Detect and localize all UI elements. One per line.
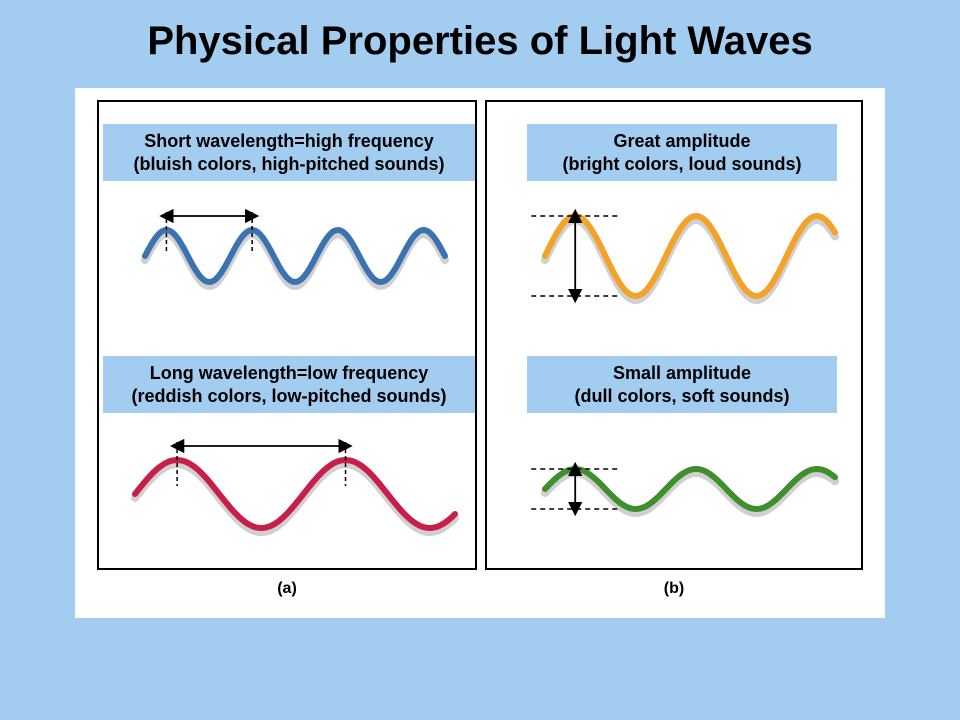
figure-area: (a) (b) Short wavelength=high frequency … [75,88,885,618]
panel-b-caption: (b) [654,580,694,598]
label-line: Long wavelength=low frequency [113,362,465,385]
label-line: Small amplitude [537,362,827,385]
label-small-amplitude: Small amplitude (dull colors, soft sound… [527,356,837,413]
label-short-wavelength: Short wavelength=high frequency (bluish … [103,124,475,181]
wave-orange [545,196,835,316]
label-long-wavelength: Long wavelength=low frequency (reddish c… [103,356,475,413]
label-line: (reddish colors, low-pitched sounds) [113,385,465,408]
label-line: Great amplitude [537,130,827,153]
label-great-amplitude: Great amplitude (bright colors, loud sou… [527,124,837,181]
label-line: (bright colors, loud sounds) [537,153,827,176]
panel-a-caption: (a) [267,580,307,598]
label-line: (dull colors, soft sounds) [537,385,827,408]
wave-blue [145,206,445,296]
label-line: (bluish colors, high-pitched sounds) [113,153,465,176]
label-line: Short wavelength=high frequency [113,130,465,153]
wave-red [135,436,455,546]
wave-green [545,444,835,534]
page-title: Physical Properties of Light Waves [0,0,960,74]
